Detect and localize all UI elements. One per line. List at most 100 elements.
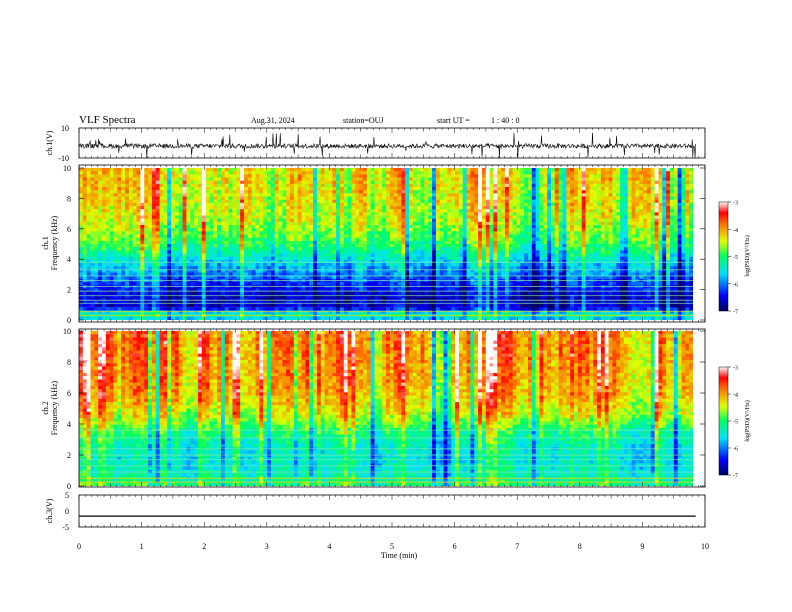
spectrogram-cell (336, 282, 341, 286)
spectrogram-cell (382, 297, 387, 302)
spectrogram-cell (125, 263, 130, 267)
spectrogram-cell (420, 256, 425, 261)
spectrogram-cell (309, 202, 314, 207)
spectrogram-cell (79, 272, 84, 277)
spectrogram-cell (247, 231, 253, 235)
spectrogram-cell (386, 199, 391, 204)
spectrogram-cell (362, 237, 368, 242)
spectrogram-cell (240, 218, 245, 223)
spectrogram-cell (274, 171, 279, 175)
spectrogram-cell (397, 256, 402, 261)
spectrogram-cell (259, 297, 264, 302)
spectrogram-cell (347, 215, 352, 220)
spectrogram-cell (382, 253, 387, 258)
spectrogram-cell (259, 272, 264, 277)
spectrogram-cell (224, 259, 230, 264)
spectrogram-cell (244, 174, 249, 178)
spectrogram-cell (105, 193, 111, 197)
spectrogram-cell (205, 237, 210, 242)
spectrogram-cell (247, 272, 253, 277)
spectrogram-cell (435, 256, 441, 261)
spectrogram-cell (174, 215, 180, 220)
ch1-waveform-trace (78, 132, 696, 159)
spectrogram-cell (151, 275, 157, 280)
spectrogram-cell (259, 218, 264, 223)
spectrogram-cell (339, 250, 345, 254)
spectrogram-cell (409, 237, 414, 242)
spectrogram-cell (174, 263, 180, 267)
spectrogram-cell (178, 259, 184, 264)
spectrogram-cell (220, 231, 226, 235)
spectrogram-cell (290, 199, 295, 204)
spectrogram-cell (397, 234, 402, 239)
spectrogram-cell (132, 171, 137, 175)
spectrogram-cell (201, 310, 207, 315)
spectrogram-cell (320, 231, 325, 235)
spectrogram-cell (313, 297, 318, 302)
spectrogram-cell (171, 244, 176, 248)
spectrogram-cell (240, 193, 245, 197)
spectrogram-cell (313, 291, 318, 296)
spectrogram-cell (205, 263, 210, 267)
spectrogram-cell (389, 234, 395, 239)
spectrogram-cell (305, 304, 310, 308)
spectrogram-cell (232, 225, 237, 229)
spectrogram-cell (190, 237, 195, 242)
spectrogram-cell (359, 168, 364, 172)
spectrogram-cell (286, 215, 291, 220)
spectrogram-cell (209, 304, 214, 308)
spectrogram-cell (320, 212, 325, 216)
spectrogram-cell (320, 316, 325, 320)
spectrogram-cell (332, 196, 337, 201)
spectrogram-cell (267, 237, 272, 242)
spectrogram-cell (228, 316, 233, 320)
spectrogram-cell (301, 240, 306, 245)
spectrogram-cell (420, 244, 425, 248)
spectrogram-cell (359, 316, 364, 320)
spectrogram-cell (174, 187, 180, 191)
spectrogram-cell (420, 228, 425, 232)
spectrogram-cell (286, 209, 291, 213)
spectrogram-cell (190, 183, 195, 188)
spectrogram-cell (359, 269, 364, 273)
spectrogram-cell (247, 215, 253, 220)
spectrogram-cell (386, 225, 391, 229)
spectrogram-cell (247, 297, 253, 302)
spectrogram-cell (82, 259, 88, 264)
spectrogram-cell (82, 221, 88, 226)
spectrogram-cell (439, 307, 444, 311)
spectrogram-cell (339, 307, 345, 311)
spectrogram-cell (412, 190, 418, 194)
spectrogram-cell (213, 187, 218, 191)
spectrogram-cell (359, 187, 364, 191)
spectrogram-cell (201, 225, 207, 229)
spectrogram-cell (332, 231, 337, 235)
spectrogram-cell (263, 177, 268, 182)
spectrogram-cell (278, 269, 283, 273)
spectrogram-cell (309, 307, 314, 311)
spectrogram-cell (458, 231, 464, 235)
spectrogram-cell (263, 269, 268, 273)
spectrogram-cell (232, 234, 237, 239)
spectrogram-cell (98, 234, 103, 239)
spectrogram-cell (435, 196, 441, 201)
spectrogram-cell (424, 275, 429, 280)
spectrogram-cell (121, 221, 126, 226)
station-label: station=OUJ (343, 116, 384, 125)
spectrogram-cell (351, 288, 356, 292)
spectrogram-cell (151, 256, 157, 261)
spectrogram-cell (174, 193, 180, 197)
spectrogram-cell (117, 301, 122, 305)
spectrogram-cell (197, 272, 203, 277)
spectrogram-cell (274, 187, 279, 191)
spectrogram-cell (378, 218, 383, 223)
spectrogram-cell (82, 218, 88, 223)
spectrogram-cell (174, 253, 180, 258)
spectrogram-cell (244, 206, 249, 210)
spectrogram-cell (194, 301, 199, 305)
spectrogram-cell (343, 206, 349, 210)
spectrogram-cell (286, 206, 291, 210)
spectrogram-cell (244, 221, 249, 226)
spectrogram-cell (251, 291, 256, 296)
spectrogram-cell (194, 234, 199, 239)
